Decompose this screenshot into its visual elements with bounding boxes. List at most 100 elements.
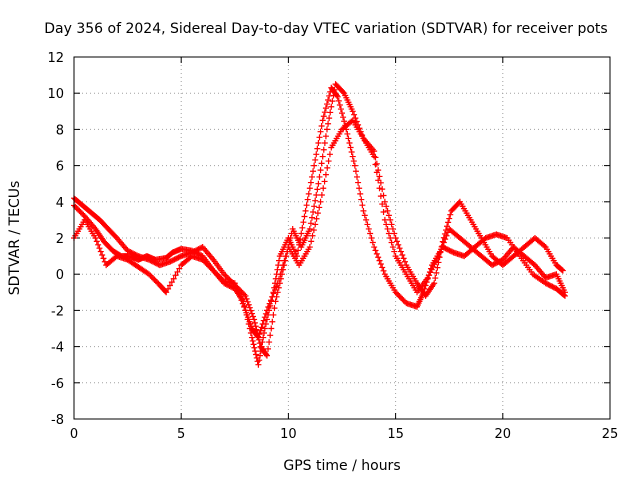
data-point: [384, 207, 391, 214]
data-point: [397, 248, 404, 255]
data-point: [546, 282, 553, 289]
data-point: [93, 238, 100, 245]
data-point: [315, 180, 322, 187]
tick-labels: 0 5 10 15 20 25 -8 -6 -4 -2 0 2 4 6 8 10 12: [47, 51, 618, 442]
data-point: [250, 313, 257, 320]
data-point: [328, 103, 335, 110]
data-point: [234, 287, 241, 294]
data-point: [124, 247, 131, 254]
data-point: [320, 185, 327, 192]
data-point: [347, 144, 354, 151]
data-point: [172, 255, 179, 262]
data-point: [205, 262, 211, 269]
data-point: [373, 160, 380, 167]
data-point: [252, 351, 259, 358]
data-point: [150, 258, 157, 265]
data-point: [217, 274, 224, 281]
data-point: [221, 271, 228, 278]
data-point: [250, 341, 257, 348]
x-tick-label: 5: [177, 427, 185, 442]
data-point: [314, 210, 321, 217]
data-point: [272, 298, 279, 305]
data-point: [395, 241, 402, 248]
data-point: [318, 123, 325, 130]
data-point: [146, 256, 153, 263]
data-point: [329, 98, 336, 105]
data-point: [379, 264, 386, 271]
data-point: [256, 357, 263, 364]
data-point: [209, 266, 216, 273]
data-point: [237, 293, 244, 300]
data-point: [235, 290, 242, 297]
data-point: [355, 179, 362, 186]
data-point: [530, 261, 537, 268]
data-point: [274, 280, 281, 287]
data-point: [152, 260, 159, 267]
data-point: [300, 219, 307, 226]
data-point: [443, 232, 450, 239]
data-point: [357, 190, 364, 197]
data-point: [319, 153, 326, 160]
data-point: [344, 130, 351, 137]
data-point: [222, 272, 229, 279]
data-point: [322, 105, 329, 112]
data-point: [238, 297, 245, 304]
data-point: [241, 291, 248, 298]
data-point: [396, 245, 403, 252]
data-point: [100, 255, 107, 262]
data-point: [163, 289, 170, 296]
data-point: [391, 248, 398, 255]
data-point: [432, 258, 439, 265]
data-point: [256, 340, 263, 347]
data-point: [447, 248, 454, 255]
data-point: [247, 307, 254, 314]
data-point: [323, 126, 330, 133]
data-point: [317, 167, 324, 174]
data-point: [306, 225, 313, 232]
data-point: [376, 185, 383, 192]
y-tick-label: 0: [56, 268, 64, 283]
data-point: [262, 310, 269, 317]
x-tick-label: 10: [280, 427, 297, 442]
data-point: [561, 289, 568, 296]
data-point: [263, 351, 270, 358]
data-point: [306, 185, 313, 192]
data-point: [77, 209, 84, 216]
data-point: [313, 192, 320, 199]
y-tick-label: -6: [51, 377, 64, 392]
data-point: [373, 169, 380, 176]
data-point: [305, 190, 312, 197]
data-point: [400, 297, 407, 304]
data-point: [359, 202, 366, 209]
data-point: [431, 280, 438, 287]
data-point: [354, 173, 361, 180]
data-point: [73, 205, 80, 212]
data-point: [377, 261, 384, 268]
data-point: [218, 275, 225, 282]
data-point: [195, 246, 202, 253]
data-point: [321, 109, 328, 116]
data-point: [446, 247, 453, 254]
data-point: [434, 264, 441, 271]
data-point: [371, 244, 378, 251]
x-tick-label: 20: [495, 427, 512, 442]
data-point: [372, 154, 379, 161]
data-point: [202, 259, 209, 266]
data-point: [272, 287, 278, 294]
data-point: [439, 242, 446, 249]
data-point: [428, 266, 435, 273]
data-point: [495, 258, 502, 265]
data-point: [154, 279, 161, 286]
data-point: [96, 245, 103, 252]
data-point: [548, 282, 555, 289]
data-point: [167, 258, 174, 265]
data-point: [165, 285, 172, 292]
data-point: [75, 206, 82, 213]
data-point: [249, 337, 256, 344]
data-point: [317, 198, 324, 205]
data-point: [252, 348, 259, 355]
data-point: [438, 246, 445, 253]
data-point: [431, 261, 438, 268]
data-point: [133, 252, 140, 259]
data-point: [276, 275, 283, 282]
